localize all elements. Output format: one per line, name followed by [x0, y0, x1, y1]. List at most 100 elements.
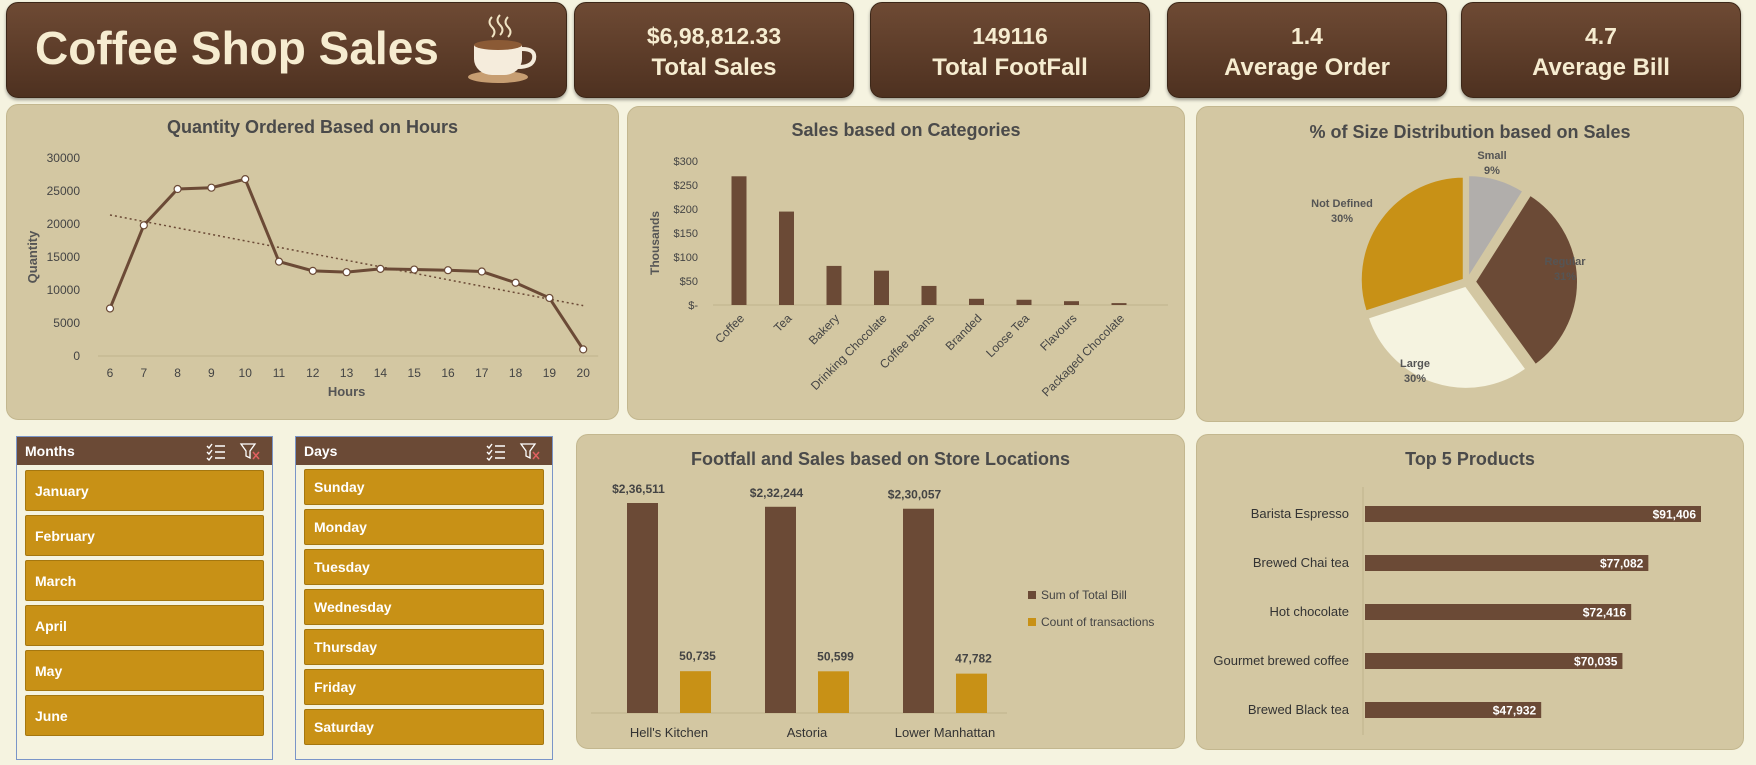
chart-title: Footfall and Sales based on Store Locati…: [690, 449, 1071, 469]
kpi-total-sales: $6,98,812.33 Total Sales: [574, 2, 854, 98]
x-tick-label: 10: [239, 366, 253, 380]
slicer-title: Months: [25, 443, 75, 459]
slicer-title: Days: [304, 443, 338, 459]
data-point: [477, 267, 486, 276]
data-point: [105, 304, 115, 313]
data-label: $77,082: [1600, 557, 1644, 571]
x-tick-label: 14: [374, 366, 388, 380]
data-point: [579, 345, 588, 354]
y-tick-label: $200: [674, 204, 698, 216]
hours-chart-panel: Quantity Ordered Based on Hours 0 5000 100…: [6, 104, 619, 420]
y-tick-label: 0: [73, 349, 80, 363]
y-tick-label: 15000: [47, 250, 81, 264]
slicer-item-wednesday[interactable]: Wednesday: [304, 589, 544, 625]
store-bar-chart: $2,36,511 50,735 Hell's Kitchen $2,32,244 50…: [591, 482, 1154, 740]
slicer-item-saturday[interactable]: Saturday: [304, 709, 544, 745]
y-tick-label: Brewed Chai tea: [1253, 555, 1350, 570]
y-tick-label: $100: [674, 252, 698, 264]
slicer-item-april[interactable]: April: [25, 605, 264, 646]
y-tick-label: 20000: [47, 217, 81, 231]
slice-pct-label: 30%: [1404, 373, 1426, 385]
y-tick-label: $250: [674, 180, 698, 192]
data-label: 50,599: [817, 649, 854, 663]
category-bar: [874, 270, 889, 305]
x-tick-label: Astoria: [787, 725, 828, 740]
slicer-item-sunday[interactable]: Sunday: [304, 469, 544, 505]
kpi-value: 149116: [972, 23, 1048, 49]
slicer-item-monday[interactable]: Monday: [304, 509, 544, 545]
clear-filter-icon[interactable]: [239, 441, 261, 461]
slice-name-label: Not Defined: [1311, 198, 1373, 210]
legend-label: Count of transactions: [1041, 615, 1154, 629]
slicer-item-march[interactable]: March: [25, 560, 264, 601]
pie-slice: [1359, 175, 1465, 313]
chart-title: Top 5 Products: [1405, 449, 1535, 469]
x-axis-title: Hours: [328, 384, 366, 399]
x-tick-label: Loose Tea: [983, 311, 1032, 360]
transactions-bar: [680, 671, 711, 713]
category-bar: [1064, 301, 1079, 305]
kpi-label: Total FootFall: [932, 54, 1088, 81]
x-tick-label: Lower Manhattan: [895, 725, 995, 740]
x-tick-label: 9: [208, 366, 215, 380]
slicer-item-thursday[interactable]: Thursday: [304, 629, 544, 665]
x-tick-label: 7: [140, 366, 147, 380]
y-tick-label: 25000: [47, 184, 81, 198]
x-tick-label: 15: [408, 366, 422, 380]
kpi-value: 4.7: [1585, 23, 1617, 49]
kpi-label: Average Order: [1224, 54, 1390, 81]
sales-bar: [765, 506, 796, 713]
data-point: [376, 264, 385, 273]
x-tick-label: Coffee: [712, 311, 747, 346]
y-tick-label: Gourmet brewed coffee: [1213, 653, 1349, 668]
sales-bar: [627, 503, 658, 713]
category-bar: [731, 176, 747, 305]
x-tick-label: 18: [509, 366, 523, 380]
x-tick-label: Tea: [771, 311, 795, 335]
months-slicer: Months January February March April May …: [16, 436, 273, 760]
multi-select-icon[interactable]: [485, 441, 507, 461]
categories-bar-chart: $- $50 $100 $150 $200 $250 $300 Thousands Coffee…: [648, 156, 1168, 399]
slicer-item-tuesday[interactable]: Tuesday: [304, 549, 544, 585]
kpi-average-order: 1.4 Average Order: [1167, 2, 1447, 98]
category-bar: [1111, 303, 1127, 305]
slicer-header: Months: [17, 437, 272, 465]
data-label: 47,782: [955, 652, 992, 666]
data-point: [410, 265, 419, 274]
category-bar: [969, 298, 984, 305]
slicer-item-may[interactable]: May: [25, 650, 264, 691]
top-products-panel: Top 5 Products Barista Espresso $91,406 Br…: [1196, 434, 1744, 750]
y-axis-title: Thousands: [648, 211, 662, 275]
top-products-bar-chart: Barista Espresso $91,406 Brewed Chai tea $7…: [1213, 487, 1701, 735]
slice-name-label: Regular: [1545, 256, 1587, 268]
product-bar: [1365, 653, 1623, 669]
x-tick-label: Packaged Chocolate: [1039, 311, 1127, 399]
data-point: [511, 278, 520, 287]
slicer-item-february[interactable]: February: [25, 515, 264, 556]
days-slicer: Days Sunday Monday Tuesday Wednesday Thu…: [295, 436, 553, 760]
product-bar: [1365, 555, 1649, 571]
multi-select-icon[interactable]: [205, 441, 227, 461]
dashboard-title-card: Coffee Shop Sales: [6, 2, 567, 98]
kpi-value: 1.4: [1291, 23, 1323, 49]
pie-slice: [1467, 174, 1525, 282]
data-point: [207, 183, 216, 192]
size-pie-chart: Small 9% Regular 31% Large 30% Not Defined 30%: [1311, 150, 1587, 390]
series-line: [108, 177, 585, 351]
transactions-bar: [818, 671, 849, 713]
data-label: $47,932: [1493, 704, 1537, 718]
slicer-item-june[interactable]: June: [25, 695, 264, 736]
slice-pct-label: 30%: [1331, 213, 1353, 225]
data-point: [342, 268, 351, 277]
data-label: $72,416: [1583, 606, 1627, 620]
clear-filter-icon[interactable]: [519, 441, 541, 461]
product-bar: [1365, 702, 1542, 718]
kpi-total-footfall: 149116 Total FootFall: [870, 2, 1150, 98]
x-tick-label: Branded: [943, 311, 985, 353]
pie-slice: [1473, 193, 1579, 367]
chart-title: % of Size Distribution based on Sales: [1309, 122, 1631, 142]
slicer-item-friday[interactable]: Friday: [304, 669, 544, 705]
x-tick-label: 17: [475, 366, 489, 380]
x-tick-label: 6: [107, 366, 114, 380]
slicer-item-january[interactable]: January: [25, 470, 264, 511]
